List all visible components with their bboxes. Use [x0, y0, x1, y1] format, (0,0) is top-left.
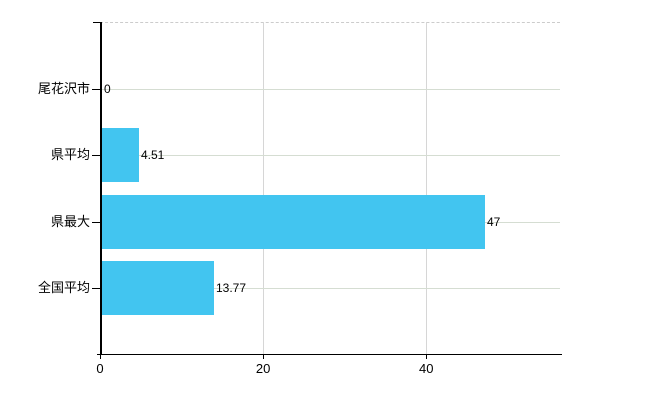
gridline-vertical: [426, 22, 428, 354]
gridline-vertical: [263, 22, 265, 354]
bar: [102, 128, 139, 182]
category-label: 県平均: [50, 147, 90, 162]
category-label: 県最大: [50, 213, 90, 229]
gridline-horizontal: [100, 288, 560, 289]
category-label: 全国平均: [37, 280, 90, 295]
y-axis-line: [100, 22, 102, 354]
bar: [102, 261, 214, 315]
bar: [102, 194, 485, 249]
y-axis-tick: [92, 221, 100, 223]
gridline-horizontal: [100, 88, 560, 90]
y-axis-tick: [92, 155, 100, 156]
y-axis-tick: [92, 88, 100, 90]
value-label: 47: [487, 214, 501, 229]
x-axis-tick-label: 0: [96, 361, 104, 376]
plot-top-border: [100, 22, 560, 23]
value-label: 13.77: [216, 281, 247, 295]
category-label: 尾花沢市: [37, 80, 90, 96]
x-axis-tick-label: 40: [419, 361, 434, 376]
x-axis-tick: [426, 355, 428, 359]
x-axis-line: [97, 354, 562, 355]
value-label: 4.51: [141, 148, 165, 162]
x-axis-tick: [263, 355, 265, 359]
x-axis-tick-label: 20: [255, 361, 271, 376]
x-axis-tick: [100, 355, 101, 359]
value-label: 0: [104, 81, 111, 96]
y-axis-tick: [92, 288, 100, 289]
y-axis-top-tick: [93, 22, 100, 23]
gridline-horizontal: [100, 155, 560, 156]
